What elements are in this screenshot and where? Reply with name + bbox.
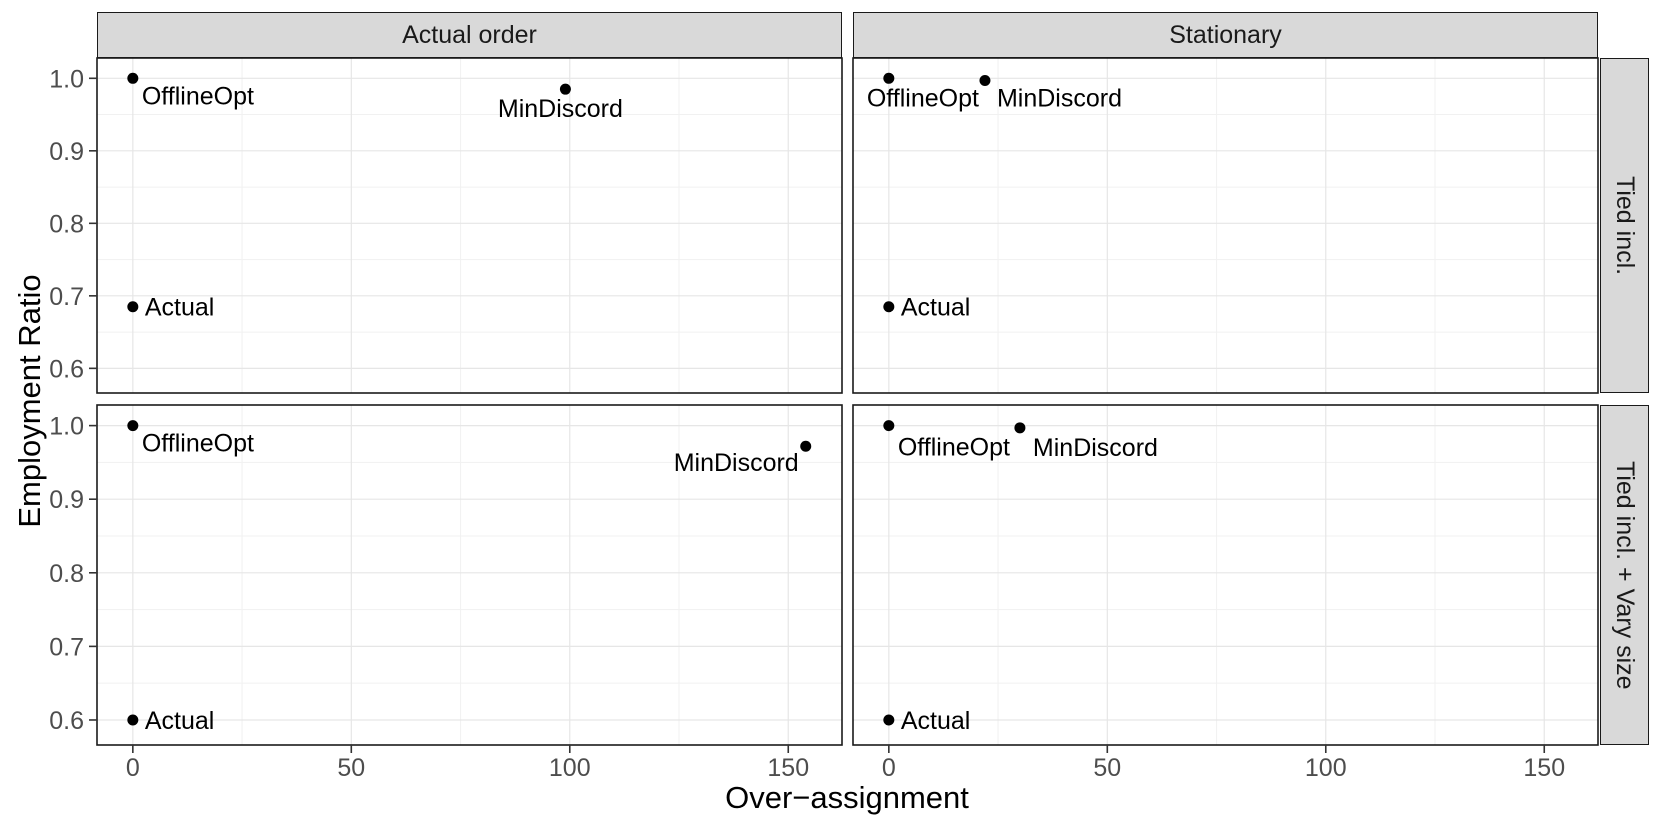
x-axis-tick-label: 50 <box>1093 754 1121 782</box>
data-point <box>883 714 895 726</box>
data-point <box>883 420 895 432</box>
data-point-label: MinDiscord <box>498 95 623 123</box>
data-point-label: OfflineOpt <box>142 430 254 458</box>
y-axis-tick-label: 0.8 <box>49 210 84 238</box>
data-point-label: OfflineOpt <box>867 84 979 112</box>
y-axis-tick-label: 1.0 <box>49 413 84 441</box>
y-axis-tick-label: 0.9 <box>49 486 84 514</box>
panel-border <box>96 57 843 394</box>
facet-column-label: Stationary <box>1169 20 1282 49</box>
panel-background <box>853 405 1598 745</box>
data-point-label: Actual <box>145 707 214 735</box>
facet-row-strip-2: Tied incl. + Vary size <box>1600 405 1649 745</box>
y-axis-tick-label: 0.6 <box>49 707 84 735</box>
data-point <box>800 440 812 452</box>
x-axis-tick-label: 0 <box>126 754 140 782</box>
y-axis-tick-label: 0.9 <box>49 138 84 166</box>
x-axis-title: Over−assignment <box>725 780 969 815</box>
data-point <box>1014 422 1026 434</box>
y-axis-tick-label: 1.0 <box>49 65 84 93</box>
x-axis-tick-label: 50 <box>337 754 365 782</box>
data-point-label: OfflineOpt <box>142 82 254 110</box>
data-point <box>883 72 895 84</box>
data-point-label: Actual <box>901 707 970 735</box>
x-axis-tick-label: 100 <box>1305 754 1347 782</box>
y-axis-tick-label: 0.6 <box>49 355 84 383</box>
data-point <box>559 83 571 95</box>
data-point-label: MinDiscord <box>997 84 1122 112</box>
data-point-label: Actual <box>145 294 214 322</box>
panel-border <box>852 57 1599 394</box>
data-point <box>127 420 139 432</box>
facet-row-strip-1: Tied incl. <box>1600 58 1649 393</box>
data-point <box>127 714 139 726</box>
data-point-label: Actual <box>901 294 970 322</box>
data-point <box>883 301 895 313</box>
y-axis-title: Employment Ratio <box>12 274 47 528</box>
data-point-label: MinDiscord <box>1033 434 1158 462</box>
data-point <box>979 74 991 86</box>
data-point-label: OfflineOpt <box>898 434 1010 462</box>
y-axis-tick-label: 0.7 <box>49 633 84 661</box>
data-point <box>127 301 139 313</box>
x-axis-tick-label: 150 <box>1523 754 1565 782</box>
facet-column-strip-1: Actual order <box>97 12 842 58</box>
panel-background <box>853 58 1598 393</box>
y-axis-tick-label: 0.7 <box>49 283 84 311</box>
data-point-label: MinDiscord <box>674 449 799 477</box>
panel-background <box>97 405 842 745</box>
data-point <box>127 72 139 84</box>
x-axis-tick-label: 100 <box>549 754 591 782</box>
panel-background <box>97 58 842 393</box>
x-axis-tick-label: 0 <box>882 754 896 782</box>
facet-column-label: Actual order <box>402 20 537 49</box>
y-axis-tick-label: 0.8 <box>49 560 84 588</box>
facet-row-label: Tied incl. + Vary size <box>1611 460 1639 690</box>
facet-row-label: Tied incl. <box>1611 175 1639 276</box>
facet-column-strip-2: Stationary <box>853 12 1598 58</box>
x-axis-tick-label: 150 <box>767 754 809 782</box>
panel-border <box>96 404 843 746</box>
panel-border <box>852 404 1599 746</box>
